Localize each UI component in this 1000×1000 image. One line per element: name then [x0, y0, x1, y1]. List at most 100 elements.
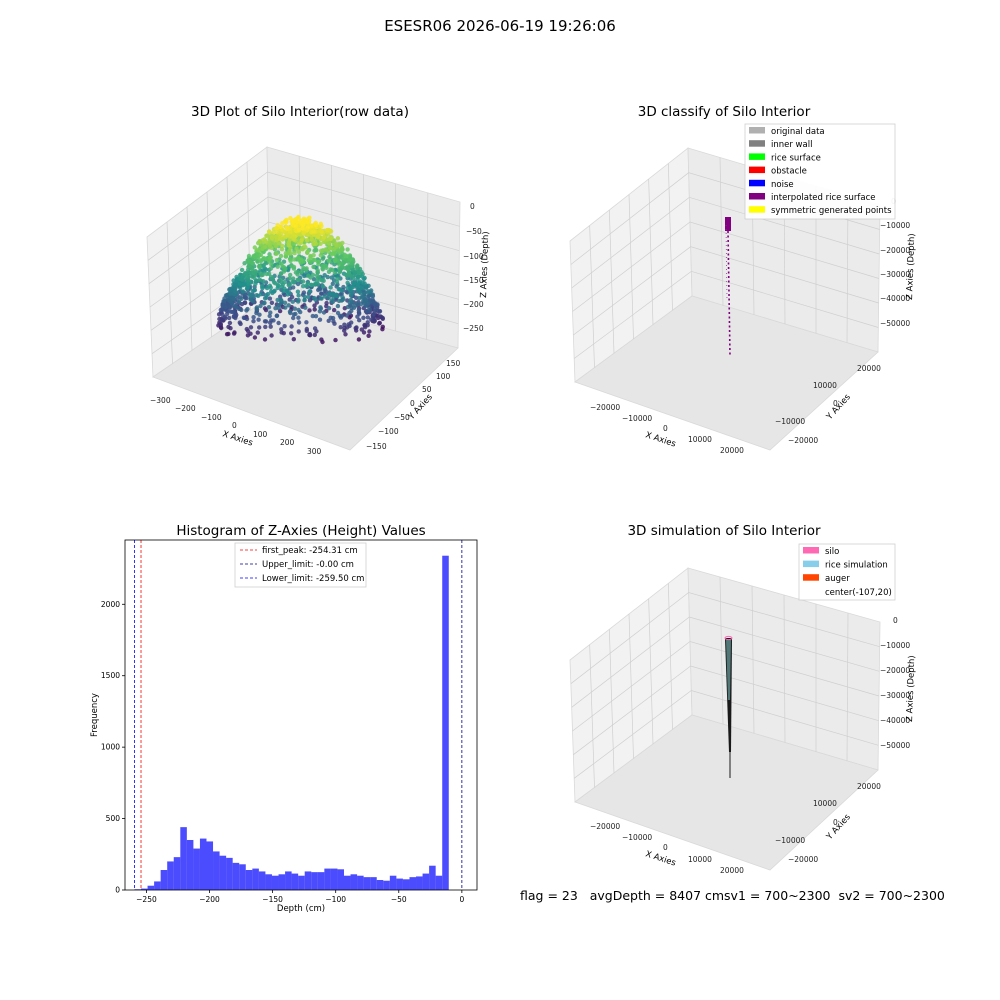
flag-value: flag = 23 — [520, 888, 578, 903]
scatter-point — [318, 241, 323, 246]
scatter-point — [356, 288, 361, 293]
scatter-point — [345, 280, 350, 285]
scatter-point — [333, 270, 338, 275]
y-tick-label: 2000 — [101, 600, 120, 609]
scatter-point — [307, 332, 312, 338]
legend-label: center(-107,20) — [825, 588, 892, 598]
legend-label: Lower_limit: -259.50 cm — [262, 574, 364, 584]
scatter-point — [290, 299, 295, 304]
histogram-bar — [239, 864, 246, 890]
grid-line — [573, 690, 879, 779]
scatter-point — [283, 305, 288, 310]
scatter-point — [231, 296, 237, 302]
scatter-point — [241, 283, 246, 288]
scatter-point — [335, 276, 340, 281]
scatter-point — [245, 328, 251, 334]
scatter-point — [338, 315, 344, 320]
scatter-point — [242, 261, 247, 266]
histogram-bar — [245, 870, 253, 890]
scatter-point — [269, 245, 274, 251]
scatter-point — [313, 223, 319, 228]
scatter-point — [307, 289, 312, 294]
scatter-point — [324, 265, 329, 270]
grid-line — [573, 246, 879, 336]
histogram-bars — [134, 555, 449, 890]
scatter-point — [345, 304, 351, 310]
scatter-point — [276, 241, 282, 246]
scatter-point — [362, 325, 368, 330]
scatter-point — [258, 268, 263, 273]
scatter-point — [223, 305, 228, 310]
scatter-point — [346, 270, 352, 275]
scatter-point — [364, 309, 369, 314]
classify-ztick: −10000 — [880, 221, 910, 230]
scatter-point — [319, 223, 324, 229]
scatter-point — [254, 306, 259, 312]
scatter-point — [278, 253, 284, 259]
classify-ztick: −20000 — [880, 246, 910, 255]
simulation-legend: silo rice simulation auger center(-107,20) — [798, 543, 896, 601]
scatter-point — [347, 261, 352, 266]
scatter-point — [336, 298, 342, 304]
scatter-point — [280, 282, 285, 287]
scatter-point — [253, 281, 258, 287]
scatter-point — [350, 257, 356, 262]
raw-ztick: −250 — [463, 324, 484, 333]
x-tick-label: −150 — [262, 895, 283, 904]
scatter-point — [252, 288, 257, 293]
histogram-y-ticks: 0 500 1000 1500 2000 — [101, 600, 125, 895]
scatter-point — [337, 262, 342, 267]
raw-xtick: 100 — [253, 430, 268, 439]
histogram-bar — [258, 871, 266, 890]
scatter-point — [300, 279, 306, 284]
raw-scatter-points — [216, 214, 385, 345]
raw-xtick: −100 — [201, 413, 222, 422]
scatter-point — [318, 277, 323, 282]
scatter-point — [287, 276, 292, 281]
scatter-point — [237, 281, 242, 286]
scatter-point — [322, 294, 327, 299]
scatter-point — [273, 244, 279, 249]
scatter-point — [278, 277, 284, 282]
scatter-point — [338, 325, 343, 330]
scatter-point — [296, 241, 302, 246]
raw-x-axis-label: X Axies — [221, 429, 254, 448]
classify-legend: original data inner wall rice surface obsta… — [744, 123, 896, 220]
scatter-point — [308, 254, 313, 260]
scatter-point — [244, 316, 250, 322]
scatter-point — [233, 304, 239, 309]
scatter-point — [313, 241, 318, 246]
scatter-point — [269, 300, 275, 305]
scatter-point — [287, 309, 293, 314]
scatter-point — [318, 253, 323, 258]
scatter-point — [306, 273, 311, 278]
scatter-point — [362, 281, 367, 286]
raw-grid — [147, 156, 460, 364]
scatter-point — [282, 300, 288, 305]
legend-label: obstacle — [771, 167, 807, 177]
scatter-point — [355, 282, 360, 287]
scatter-point — [321, 310, 327, 315]
scatter-point — [257, 263, 262, 269]
scatter-point — [350, 261, 355, 266]
scatter-point — [245, 271, 251, 276]
classify-ztick: −30000 — [880, 270, 910, 279]
scatter-point — [301, 259, 306, 264]
simulation-xtick: 10000 — [688, 855, 712, 864]
histogram-bar — [304, 871, 312, 890]
scatter-point — [246, 281, 251, 286]
scatter-point — [312, 326, 318, 331]
scatter-point — [302, 294, 307, 299]
scatter-point — [358, 302, 364, 307]
scatter-point — [262, 300, 267, 306]
scatter-point — [245, 306, 250, 312]
simulation-y-axis-label: Y Axies — [824, 812, 853, 843]
histogram-bar — [193, 848, 200, 890]
histogram-x-ticks: −250 −200 −150 −100 −50 0 — [136, 890, 464, 904]
histogram-bar — [219, 855, 227, 890]
legend-swatch — [803, 574, 819, 581]
legend-label: rice simulation — [825, 561, 888, 571]
scatter-point — [337, 266, 342, 271]
simulation-ztick: −50000 — [880, 741, 910, 750]
scatter-point — [292, 257, 297, 262]
